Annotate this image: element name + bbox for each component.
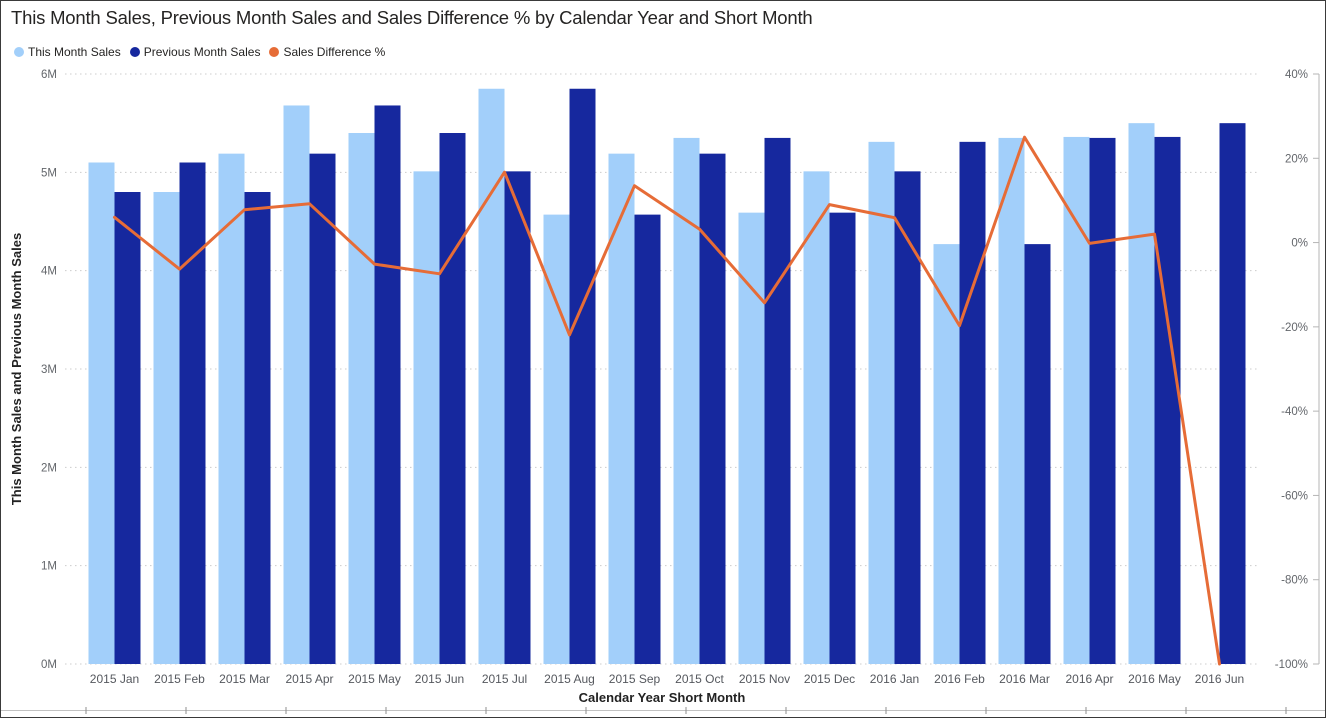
bar-this-month-sales-2015-jul[interactable]	[478, 88, 505, 664]
y-left-tick-3m: 3M	[41, 364, 57, 376]
y-left-tick-1m: 1M	[41, 561, 57, 573]
y-left-tick-6m: 6M	[41, 69, 57, 81]
y-right-tick-40: -40%	[1281, 406, 1308, 418]
x-tick-2015-dec: 2015 Dec	[804, 672, 855, 686]
x-tick-2015-apr: 2015 Apr	[285, 672, 333, 686]
x-tick-2015-jul: 2015 Jul	[482, 672, 527, 686]
legend-item-this-month-sales[interactable]: This Month Sales	[14, 45, 121, 59]
y-right-tick-100: -100%	[1275, 659, 1308, 671]
bar-this-month-sales-2016-may[interactable]	[1128, 123, 1155, 664]
x-tick-2016-mar: 2016 Mar	[999, 672, 1050, 686]
y-left-tick-2m: 2M	[41, 462, 57, 474]
bar-this-month-sales-2015-aug[interactable]	[543, 214, 570, 664]
y-right-tick-20: -20%	[1281, 322, 1308, 334]
bar-previous-month-sales-2016-mar[interactable]	[1024, 244, 1051, 664]
bar-this-month-sales-2015-oct[interactable]	[673, 137, 700, 664]
y-right-tick-80: -80%	[1281, 575, 1308, 587]
legend: This Month Sales Previous Month Sales Sale…	[14, 45, 385, 59]
bar-previous-month-sales-2015-sep[interactable]	[634, 214, 661, 664]
bar-previous-month-sales-2015-jan[interactable]	[114, 192, 141, 664]
bar-this-month-sales-2015-jan[interactable]	[88, 162, 115, 665]
legend-dot-previous-month-sales	[129, 47, 140, 57]
bar-this-month-sales-2015-dec[interactable]	[803, 171, 830, 664]
x-tick-2015-oct: 2015 Oct	[675, 672, 724, 686]
bar-previous-month-sales-2016-jan[interactable]	[894, 171, 921, 664]
x-tick-2015-nov: 2015 Nov	[739, 672, 790, 686]
x-tick-2015-sep: 2015 Sep	[609, 672, 661, 686]
legend-label-sales-difference: Sales Difference %	[283, 45, 386, 59]
y-right-tick-20: 20%	[1285, 153, 1308, 165]
bar-this-month-sales-2016-apr[interactable]	[1063, 136, 1090, 664]
legend-label-this-month-sales: This Month Sales	[28, 45, 121, 59]
y-left-tick-5m: 5M	[41, 167, 57, 179]
sales-difference-line[interactable]	[113, 135, 1221, 666]
bar-previous-month-sales-2015-aug[interactable]	[569, 88, 596, 664]
legend-item-previous-month-sales[interactable]: Previous Month Sales	[129, 45, 261, 59]
bar-previous-month-sales-2015-dec[interactable]	[829, 212, 856, 664]
bar-previous-month-sales-2015-may[interactable]	[374, 105, 401, 664]
y-axis-title: This Month Sales and Previous Month Sale…	[9, 233, 24, 505]
x-axis-title: Calendar Year Short Month	[579, 690, 746, 705]
bar-this-month-sales-2015-mar[interactable]	[218, 153, 245, 664]
y-right-tick-40: 40%	[1285, 69, 1308, 81]
y-right-tick-60: -60%	[1281, 490, 1308, 502]
bar-this-month-sales-2016-feb[interactable]	[933, 244, 960, 664]
bar-previous-month-sales-2015-jul[interactable]	[504, 171, 531, 664]
x-tick-2016-jun: 2016 Jun	[1195, 672, 1244, 686]
x-tick-2015-jun: 2015 Jun	[415, 672, 464, 686]
legend-dot-this-month-sales	[14, 47, 24, 57]
chart-title: This Month Sales, Previous Month Sales a…	[11, 7, 813, 28]
bar-previous-month-sales-2015-apr[interactable]	[309, 153, 336, 664]
bar-this-month-sales-2016-jan[interactable]	[868, 141, 895, 665]
bar-this-month-sales-2015-feb[interactable]	[153, 192, 180, 664]
x-tick-2015-jan: 2015 Jan	[90, 672, 139, 686]
bar-this-month-sales-2016-mar[interactable]	[998, 137, 1025, 664]
x-tick-2015-feb: 2015 Feb	[154, 672, 205, 686]
bar-this-month-sales-2015-apr[interactable]	[283, 105, 310, 664]
x-tick-2015-may: 2015 May	[348, 672, 401, 686]
bar-previous-month-sales-2016-jun[interactable]	[1219, 123, 1246, 664]
x-tick-2016-jan: 2016 Jan	[870, 672, 919, 686]
x-tick-2015-aug: 2015 Aug	[544, 672, 595, 686]
bar-previous-month-sales-2015-mar[interactable]	[244, 192, 271, 664]
bar-previous-month-sales-2016-feb[interactable]	[959, 141, 986, 665]
x-tick-2016-may: 2016 May	[1128, 672, 1181, 686]
bar-previous-month-sales-2016-apr[interactable]	[1089, 137, 1116, 664]
y-left-tick-4m: 4M	[41, 266, 57, 278]
bar-previous-month-sales-2015-feb[interactable]	[179, 162, 206, 665]
x-tick-2015-mar: 2015 Mar	[219, 672, 270, 686]
x-tick-2016-apr: 2016 Apr	[1065, 672, 1113, 686]
bar-previous-month-sales-2015-oct[interactable]	[699, 153, 726, 664]
legend-item-sales-difference[interactable]: Sales Difference %	[269, 45, 385, 59]
legend-dot-sales-difference	[269, 47, 280, 57]
bar-this-month-sales-2015-nov[interactable]	[738, 212, 765, 664]
legend-label-previous-month-sales: Previous Month Sales	[143, 45, 261, 59]
x-tick-2016-feb: 2016 Feb	[934, 672, 985, 686]
bar-this-month-sales-2015-jun[interactable]	[413, 171, 440, 664]
bar-previous-month-sales-2015-jun[interactable]	[439, 133, 466, 664]
bar-previous-month-sales-2016-may[interactable]	[1154, 136, 1181, 664]
y-right-tick-0: 0%	[1291, 238, 1308, 250]
y-left-tick-0m: 0M	[41, 659, 57, 671]
bar-previous-month-sales-2015-nov[interactable]	[764, 137, 791, 664]
bar-this-month-sales-2015-sep[interactable]	[608, 153, 635, 664]
bar-this-month-sales-2015-may[interactable]	[348, 133, 375, 664]
